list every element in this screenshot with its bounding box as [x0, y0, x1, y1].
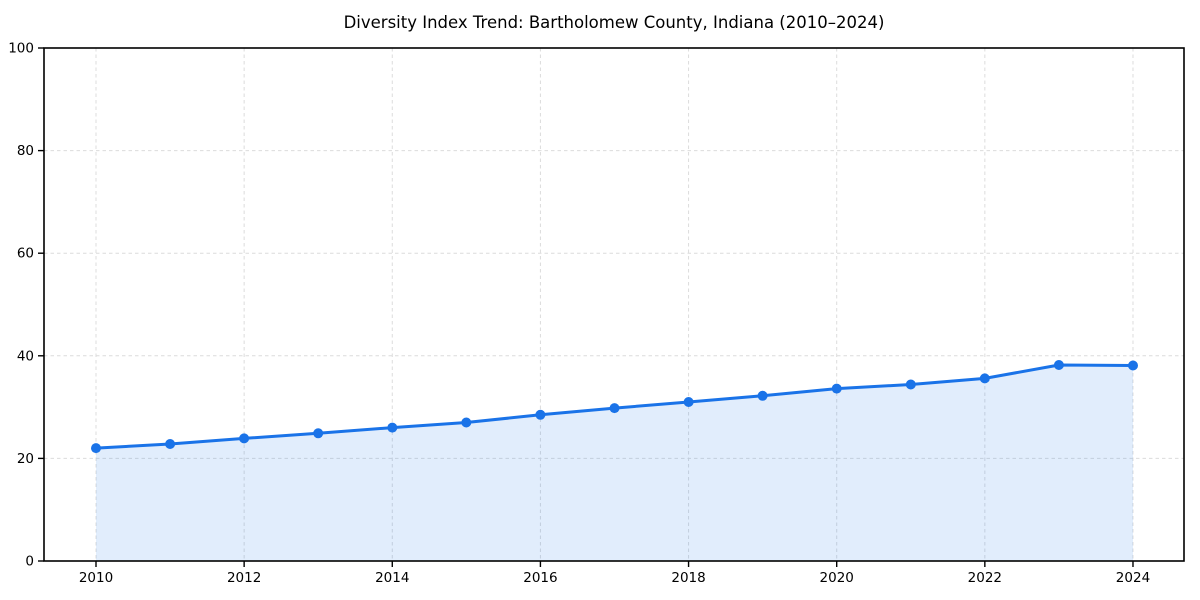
data-point-2024: [1128, 360, 1138, 371]
data-point-2010: [91, 443, 101, 454]
data-point-layer: [91, 360, 1138, 454]
data-point-2016: [535, 409, 546, 420]
data-point-2023: [1053, 360, 1064, 370]
y-tick-label: 80: [17, 143, 34, 159]
y-tick-label: 20: [17, 451, 34, 467]
data-point-2014: [387, 422, 398, 433]
x-tick-label: 2016: [523, 570, 557, 586]
y-tick-label: 40: [17, 348, 34, 364]
data-point-2011: [165, 439, 176, 449]
y-tick-label: 60: [17, 246, 34, 262]
gridlines: [44, 47, 1184, 562]
data-point-2021: [905, 379, 916, 390]
tick-labels: 2010 2012 2014 2016 2018 2020 2022 2024 0 20 40 60 8…: [8, 41, 1150, 587]
y-tick-label: 0: [25, 554, 34, 570]
plot-border: [43, 47, 1185, 562]
data-point-2012: [239, 433, 250, 444]
axes-spines: [43, 47, 1185, 562]
x-tick-label: 2010: [79, 570, 113, 586]
data-point-2019: [757, 390, 768, 401]
x-tick-label: 2024: [1116, 570, 1150, 586]
data-point-2015: [461, 417, 472, 428]
tick-marks: [38, 47, 1134, 567]
data-point-2017: [609, 403, 620, 414]
x-tick-label: 2020: [820, 570, 854, 586]
data-point-2013: [313, 428, 324, 439]
x-tick-label: 2022: [968, 570, 1002, 586]
area-fill: [96, 365, 1133, 561]
data-point-2020: [831, 383, 842, 394]
y-tick-label: 100: [8, 41, 34, 57]
x-tick-label: 2012: [227, 570, 261, 586]
data-point-2018: [683, 397, 694, 407]
area-fill-layer: [96, 365, 1133, 561]
x-tick-label: 2014: [375, 570, 409, 586]
data-point-2022: [979, 373, 990, 384]
x-tick-label: 2018: [671, 570, 705, 586]
chart-title: Diversity Index Trend: Bartholomew Count…: [344, 13, 885, 32]
